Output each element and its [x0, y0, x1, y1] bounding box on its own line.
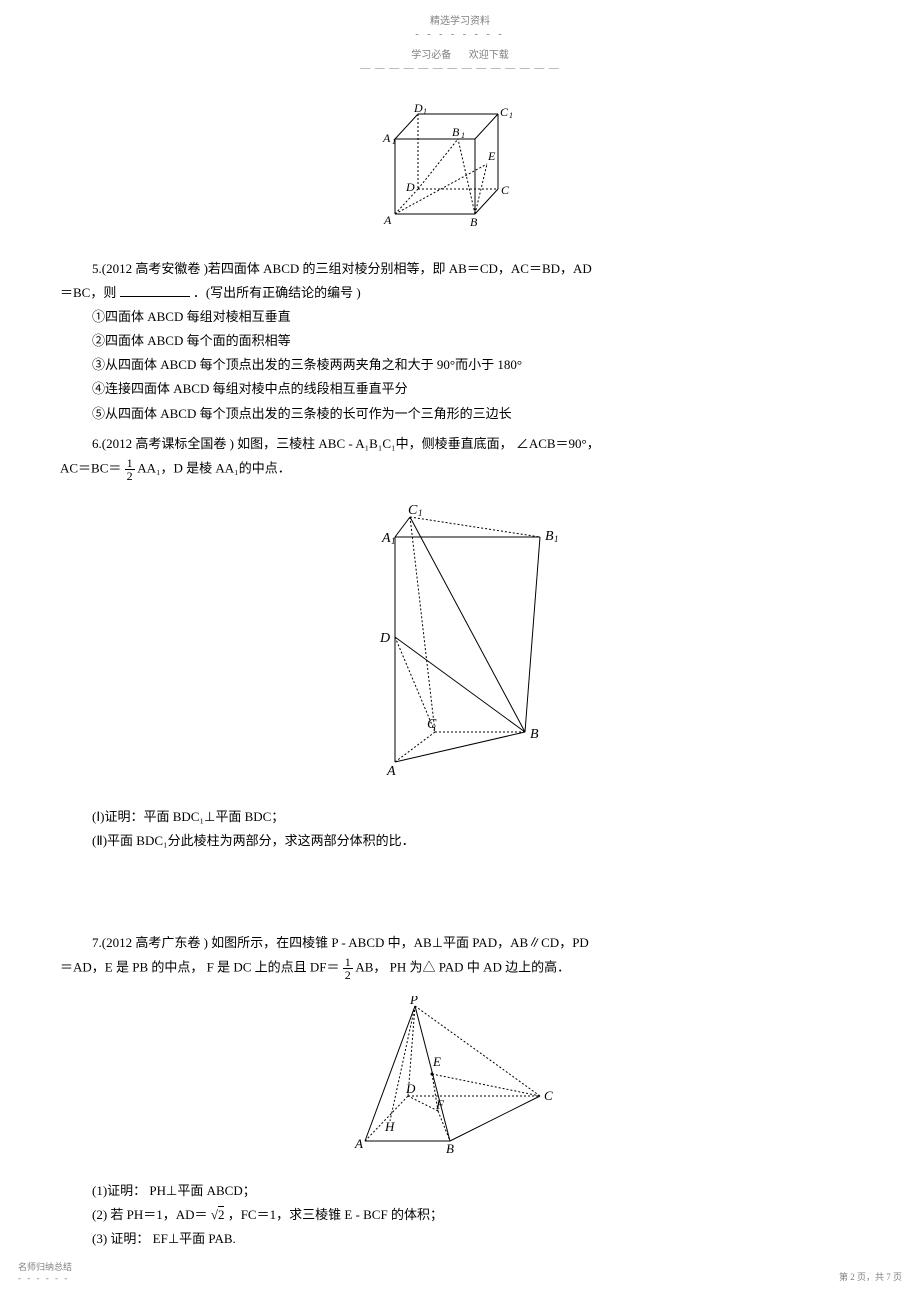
svg-text:B: B [470, 215, 478, 229]
svg-text:E: E [487, 149, 496, 163]
svg-text:1: 1 [554, 534, 559, 544]
question-7: 7.(2012 高考广东卷 ) 如图所示，在四棱锥 P - ABCD 中，AB⊥… [60, 932, 860, 981]
svg-text:1: 1 [391, 536, 396, 546]
question-6: 6.(2012 高考课标全国卷 ) 如图，三棱柱 ABC - A₁B₁C₁中，侧… [60, 433, 860, 482]
svg-text:C: C [408, 503, 418, 518]
question-5: 5.(2012 高考安徽卷 )若四面体 ABCD 的三组对棱分别相等，即 AB＝… [60, 258, 860, 425]
svg-text:C: C [427, 717, 437, 732]
svg-text:A: A [381, 531, 391, 546]
footer-left-text: 名师归纳总结 [18, 1260, 72, 1273]
q5-opt4: ④连接四面体 ABCD 每组对棱中点的线段相互垂直平分 [60, 378, 860, 400]
q7-frac-den: 2 [343, 969, 353, 981]
svg-text:C: C [501, 183, 510, 197]
header-mid-right: 欢迎下载 [469, 50, 509, 61]
svg-text:B: B [530, 727, 539, 742]
figure-prism: C1 A1 B1 D C A B [60, 502, 860, 786]
q6-stem2b: AA₁，D 是棱 AA₁的中点． [137, 460, 291, 475]
q5-opt5: ⑤从四面体 ABCD 每个顶点出发的三条棱的长可作为一个三角形的三边长 [60, 403, 860, 425]
svg-text:E: E [432, 1054, 441, 1069]
footer-left-dots: - - - - - - [18, 1273, 72, 1283]
question-6-parts: (Ⅰ)证明：平面 BDC₁⊥平面 BDC； (Ⅱ)平面 BDC₁分此棱柱为两部分… [60, 806, 860, 852]
footer-right: 第 2 页，共 7 页 [839, 1270, 902, 1283]
q6-frac-den: 2 [125, 470, 135, 482]
header-dashes: - - - - - - - - [60, 29, 860, 40]
svg-text:C: C [544, 1088, 553, 1103]
q5-stem2: ＝BC，则 [60, 285, 116, 300]
q5-opt3: ③从四面体 ABCD 每个顶点出发的三条棱两两夹角之和大于 90°而小于 180… [60, 354, 860, 376]
q7-sqrt: √2 [211, 1206, 225, 1222]
q5-stem-line2: ＝BC，则 ．(写出所有正确结论的编号 ) [60, 282, 860, 304]
q6-stem-line2: AC＝BC＝ 1 2 AA₁，D 是棱 AA₁的中点． [60, 457, 860, 482]
q7-fraction: 1 2 [343, 956, 353, 981]
header-underline: — — — — — — — — — — — — — — [60, 63, 860, 74]
q6-part1: (Ⅰ)证明：平面 BDC₁⊥平面 BDC； [60, 806, 860, 828]
svg-text:A: A [386, 764, 396, 779]
q6-frac-num: 1 [125, 457, 135, 470]
q7-part2b: ，FC＝1，求三棱锥 E - BCF 的体积； [228, 1207, 443, 1222]
q6-stem-line1: 6.(2012 高考课标全国卷 ) 如图，三棱柱 ABC - A₁B₁C₁中，侧… [60, 433, 860, 455]
svg-text:1: 1 [418, 508, 423, 518]
svg-text:B: B [446, 1141, 454, 1156]
svg-text:D: D [405, 180, 415, 194]
svg-text:B: B [452, 125, 460, 139]
figure-cube: D1 C1 A1 B1 E D C A B [60, 104, 860, 238]
header-mid-left: 学习必备 [411, 50, 451, 61]
q6-fraction: 1 2 [125, 457, 135, 482]
q7-part2: (2) 若 PH＝1，AD＝ √2 ，FC＝1，求三棱锥 E - BCF 的体积… [60, 1204, 860, 1226]
svg-text:A: A [382, 131, 391, 145]
q5-stem3: ．(写出所有正确结论的编号 ) [193, 285, 361, 300]
svg-text:P: P [409, 996, 418, 1007]
svg-text:F: F [435, 1097, 445, 1112]
q7-part2a: (2) 若 PH＝1，AD＝ [92, 1207, 208, 1222]
svg-text:D: D [405, 1081, 416, 1096]
svg-text:1: 1 [509, 111, 513, 120]
svg-text:C: C [500, 105, 509, 119]
q5-blank [120, 296, 190, 297]
svg-text:D: D [379, 631, 390, 646]
q7-stem-line1: 7.(2012 高考广东卷 ) 如图所示，在四棱锥 P - ABCD 中，AB⊥… [60, 932, 860, 954]
svg-text:1: 1 [461, 131, 465, 140]
footer-left: 名师归纳总结 - - - - - - [18, 1260, 72, 1283]
q7-stem2a: ＝AD，E 是 PB 的中点， F 是 DC 上的点且 DF＝ [60, 960, 340, 975]
q5-stem-line1: 5.(2012 高考安徽卷 )若四面体 ABCD 的三组对棱分别相等，即 AB＝… [60, 258, 860, 280]
svg-text:1: 1 [392, 137, 396, 146]
figure-pyramid: E P A B C D F H [60, 996, 860, 1160]
svg-text:D: D [413, 104, 423, 115]
svg-text:1: 1 [423, 107, 427, 116]
q7-part1: (1)证明： PH⊥平面 ABCD； [60, 1180, 860, 1202]
svg-text:B: B [545, 529, 554, 544]
svg-text:A: A [383, 213, 392, 227]
svg-text:A: A [354, 1136, 363, 1151]
q6-part2: (Ⅱ)平面 BDC₁分此棱柱为两部分，求这两部分体积的比． [60, 830, 860, 852]
q5-opt2: ②四面体 ABCD 每个面的面积相等 [60, 330, 860, 352]
q7-stem2b: AB， PH 为△ PAD 中 AD 边上的高． [355, 960, 570, 975]
q6-stem2a: AC＝BC＝ [60, 460, 121, 475]
q5-opt1: ①四面体 ABCD 每组对棱相互垂直 [60, 306, 860, 328]
q7-part3: (3) 证明： EF⊥平面 PAB. [60, 1228, 860, 1250]
svg-text:H: H [384, 1119, 395, 1134]
header-top: 精选学习资料 [60, 12, 860, 27]
q7-stem-line2: ＝AD，E 是 PB 的中点， F 是 DC 上的点且 DF＝ 1 2 AB， … [60, 956, 860, 981]
question-7-parts: (1)证明： PH⊥平面 ABCD； (2) 若 PH＝1，AD＝ √2 ，FC… [60, 1180, 860, 1250]
header-mid: 学习必备 欢迎下载 [60, 46, 860, 61]
